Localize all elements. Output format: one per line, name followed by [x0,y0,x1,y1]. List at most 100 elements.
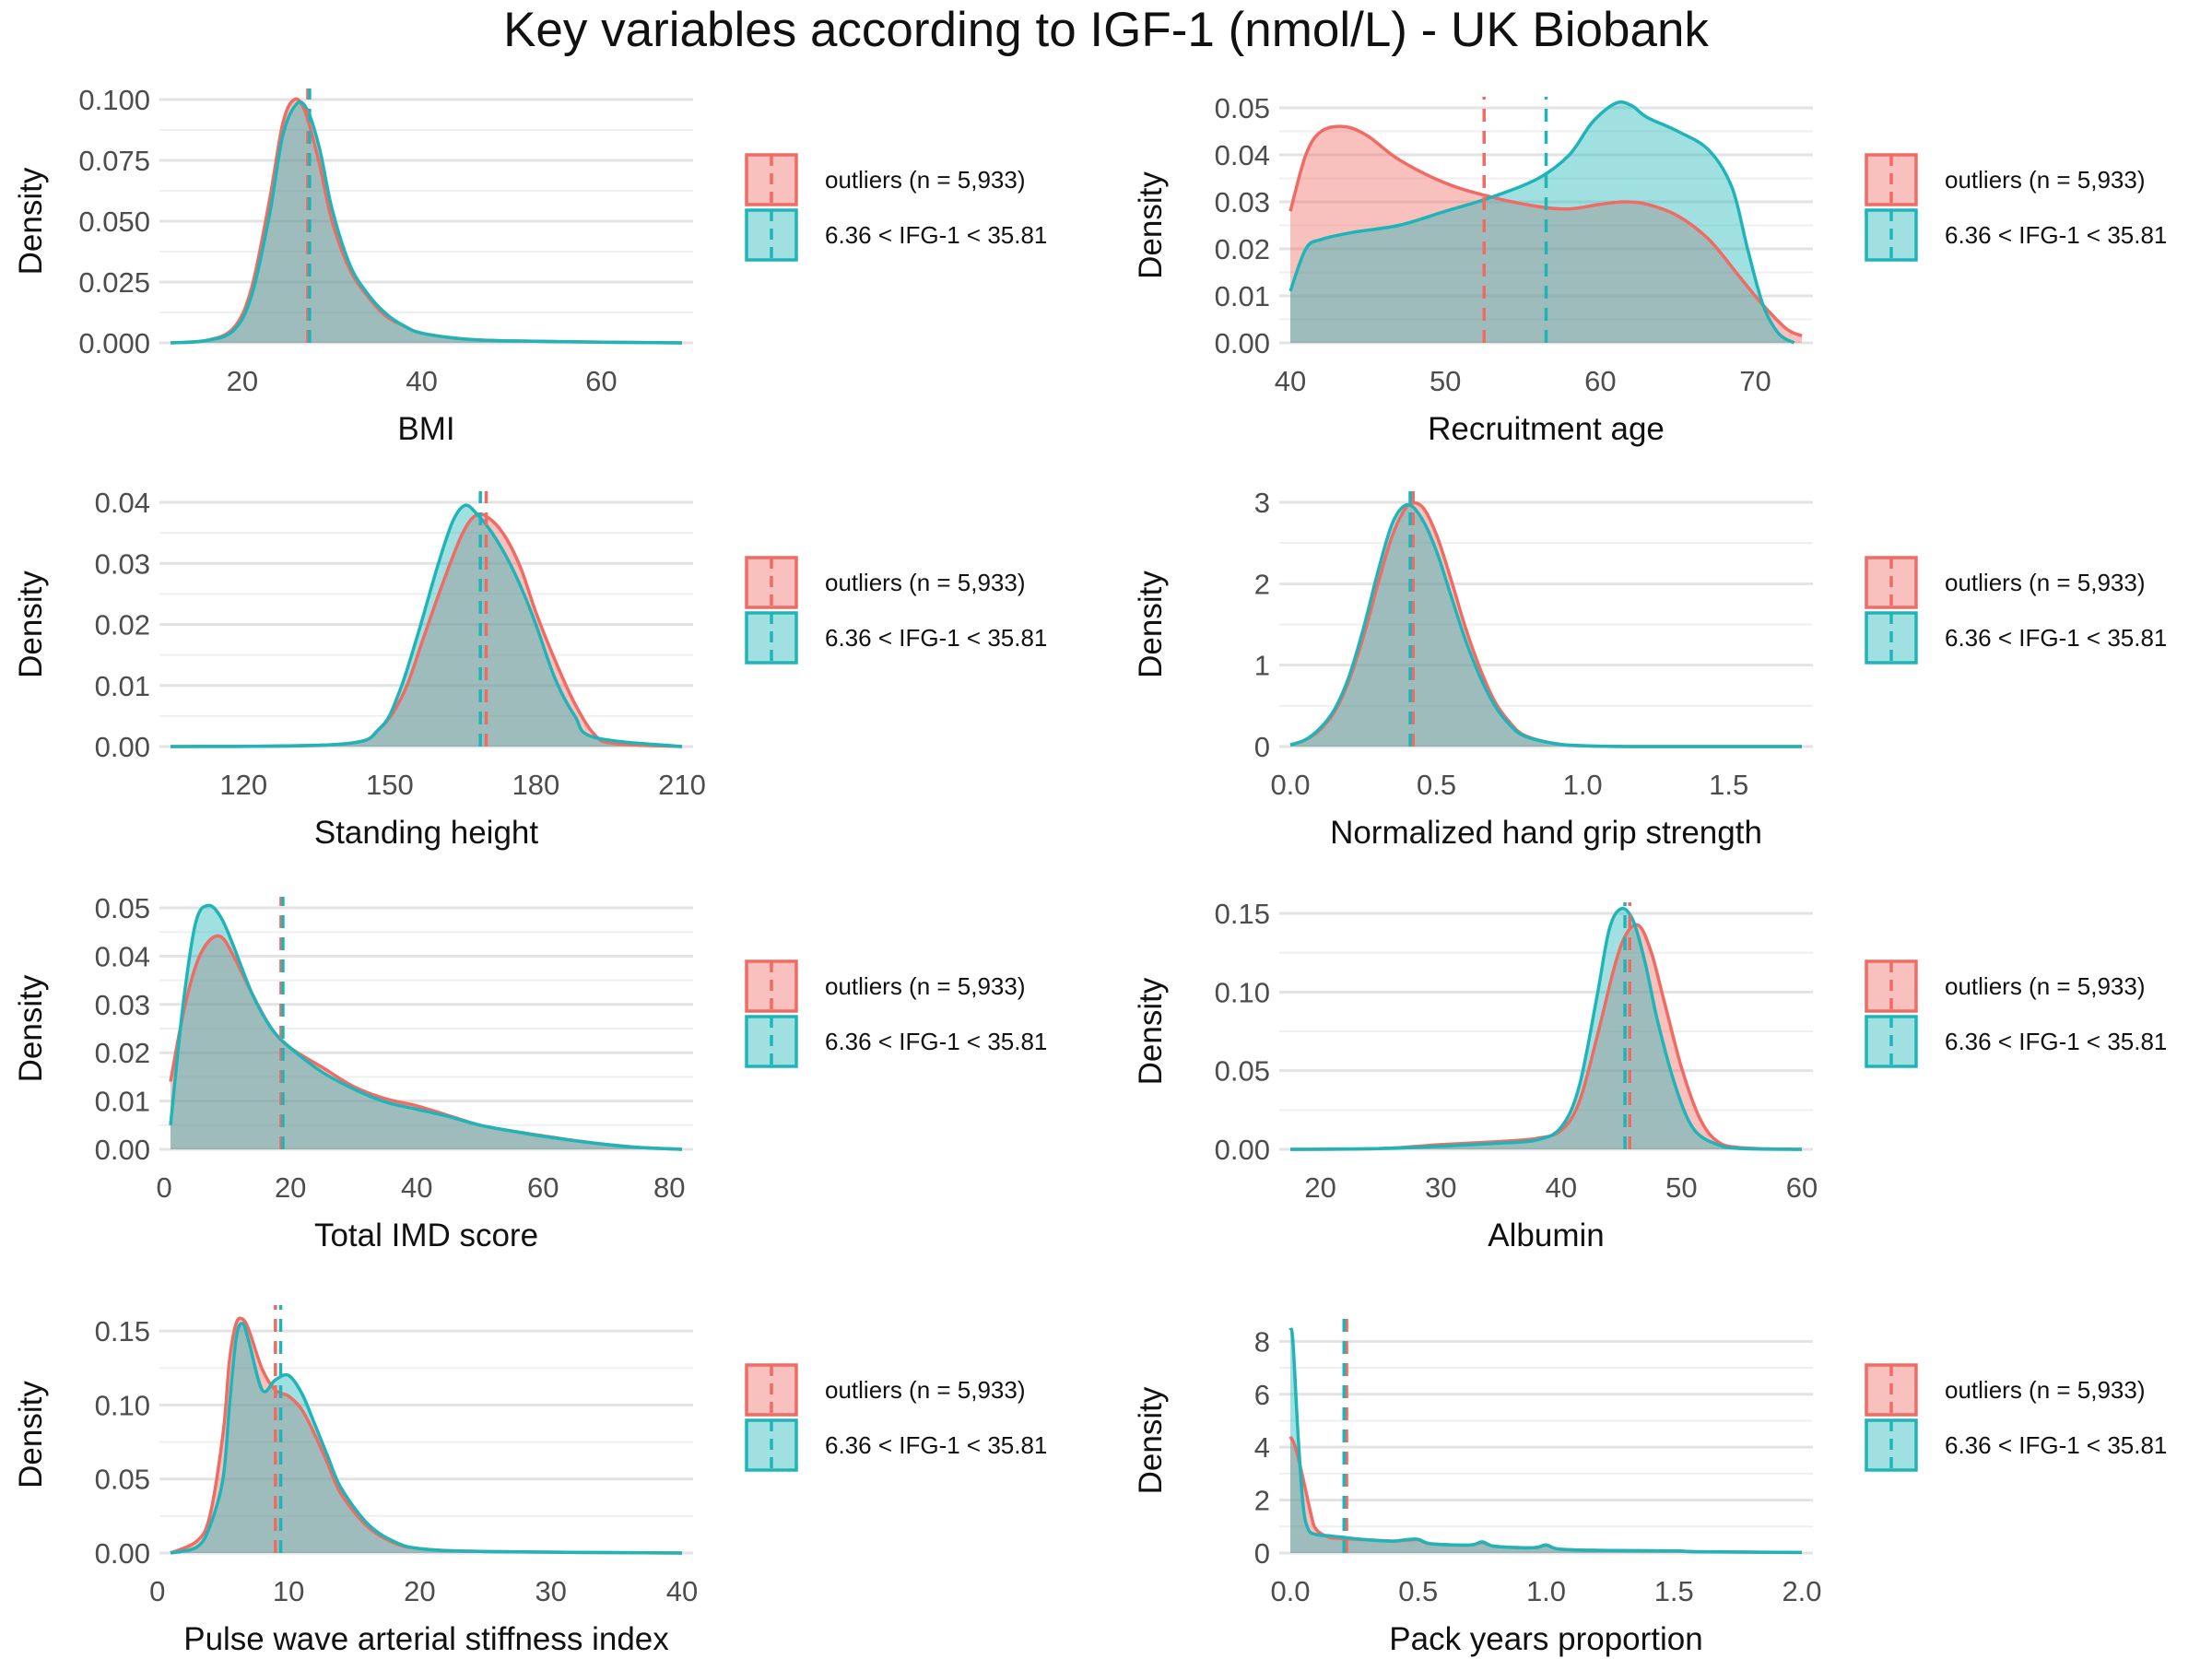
x-tick-label: 50 [1665,1171,1697,1204]
x-tick-label: 70 [1739,365,1771,397]
y-tick-label: 0.075 [78,145,150,177]
x-tick-label: 0.0 [1270,769,1310,801]
y-tick-label: 0.00 [95,1537,150,1570]
y-tick-label: 0.04 [95,940,150,972]
x-tick-label: 60 [1786,1171,1818,1204]
legend-label: outliers (n = 5,933) [825,569,1026,596]
y-tick-label: 0.01 [95,1086,150,1118]
density-area-outliers [1290,502,1802,747]
y-tick-label: 0.01 [1215,280,1270,312]
legend-label: outliers (n = 5,933) [825,1376,1026,1404]
density-area-outliers [171,1318,682,1553]
density-line-normal [1289,906,1803,1151]
y-tick-label: 2 [1254,568,1270,600]
legend: outliers (n = 5,933) 6.36 < IFG-1 < 35.81 [1865,153,2167,262]
y-tick-label: 0.01 [95,670,150,702]
x-tick-label: 40 [1275,365,1306,397]
density-area-normal [171,1323,682,1553]
legend-label: 6.36 < IFG-1 < 35.81 [825,1028,1047,1055]
panel-6: 0.00 0.05 0.10 0.15 0 10 20 30 40 Pulse wave arte… [13,1305,1047,1657]
x-tick-label: 0 [157,1171,172,1204]
y-axis-label: Density [13,1381,49,1488]
legend: outliers (n = 5,933) 6.36 < IFG-1 < 35.81 [745,959,1047,1068]
x-tick-label: 150 [366,769,414,801]
y-tick-label: 0.02 [95,609,150,641]
y-tick-label: 0.00 [1215,327,1270,359]
y-tick-label: 0.02 [95,1037,150,1069]
panel-4: 0.00 0.01 0.02 0.03 0.04 0.05 0 20 40 60 80 Total I… [13,892,1047,1253]
legend-label: outliers (n = 5,933) [1945,569,2146,596]
legend: outliers (n = 5,933) 6.36 < IFG-1 < 35.81 [1865,959,2167,1068]
y-tick-label: 0.05 [1215,1055,1270,1088]
legend: outliers (n = 5,933) 6.36 < IFG-1 < 35.81 [745,556,1047,665]
x-tick-label: 20 [404,1575,435,1607]
density-line-normal [170,100,683,345]
density-area-outliers [171,99,682,343]
y-tick-label: 0.025 [78,266,150,299]
y-tick-label: 3 [1254,487,1270,519]
density-line-normal [1288,1326,1803,1555]
x-tick-label: 120 [219,769,267,801]
x-tick-label: 20 [275,1171,306,1204]
y-tick-label: 0.00 [1215,1134,1270,1166]
x-axis-label: Total IMD score [314,1218,538,1253]
y-tick-label: 2 [1254,1485,1270,1517]
density-area-outliers [1290,1436,1802,1553]
x-tick-label: 60 [527,1171,559,1204]
y-tick-label: 0.05 [95,892,150,924]
x-tick-label: 0.5 [1398,1575,1438,1607]
figure-title: Key variables according to IGF-1 (nmol/L… [503,3,1709,57]
x-tick-label: 0 [149,1575,165,1607]
x-tick-label: 20 [227,365,258,397]
legend: outliers (n = 5,933) 6.36 < IFG-1 < 35.81 [1865,556,2167,665]
panel-3: 0 1 2 3 0.0 0.5 1.0 1.5 Normalized hand grip str… [1133,487,2167,851]
panel-0: 0.000 0.025 0.050 0.075 0.100 20 40 60 BMI Densit… [13,84,1047,447]
y-tick-label: 0.100 [78,84,150,116]
y-tick-label: 4 [1254,1431,1270,1464]
x-axis-label: Albumin [1488,1218,1604,1253]
y-tick-label: 0.04 [95,487,150,519]
legend: outliers (n = 5,933) 6.36 < IFG-1 < 35.81 [745,153,1047,262]
y-axis-label: Density [1133,1386,1169,1494]
density-area-normal [171,905,682,1149]
y-tick-label: 0 [1254,1537,1270,1570]
x-tick-label: 1.0 [1526,1575,1566,1607]
panel-1: 0.00 0.01 0.02 0.03 0.04 0.05 40 50 60 70 Recruitm… [1133,92,2167,447]
x-tick-label: 210 [658,769,706,801]
x-tick-label: 20 [1304,1171,1335,1204]
x-tick-label: 1.5 [1654,1575,1694,1607]
legend-label: outliers (n = 5,933) [1945,166,2146,194]
x-tick-label: 0.5 [1417,769,1456,801]
x-tick-label: 60 [585,365,617,397]
legend-label: outliers (n = 5,933) [825,166,1026,194]
x-axis-label: Pack years proportion [1389,1621,1702,1657]
density-area-outliers [1290,924,1802,1149]
y-tick-label: 6 [1254,1379,1270,1411]
x-tick-label: 40 [666,1575,698,1607]
legend-label: outliers (n = 5,933) [1945,972,2146,1000]
density-line-normal [169,903,683,1151]
y-tick-label: 1 [1254,650,1270,682]
legend-label: 6.36 < IFG-1 < 35.81 [825,221,1047,249]
y-tick-label: 0.03 [95,989,150,1021]
x-tick-label: 40 [1546,1171,1577,1204]
x-tick-label: 180 [512,769,560,801]
y-tick-label: 0.00 [95,731,150,763]
y-tick-label: 8 [1254,1325,1270,1358]
density-area-normal [1290,1328,1802,1553]
x-tick-label: 2.0 [1782,1575,1821,1607]
legend-label: 6.36 < IFG-1 < 35.81 [1945,221,2167,249]
density-area-normal [171,101,682,343]
y-tick-label: 0.03 [1215,186,1270,218]
panel-7: 0 2 4 6 8 0.0 0.5 1.0 1.5 2.0 Pack years proportio… [1133,1317,2167,1657]
y-axis-label: Density [13,167,49,275]
y-axis-label: Density [1133,977,1169,1085]
y-axis-label: Density [13,974,49,1082]
y-tick-label: 0.15 [95,1315,150,1347]
density-line-normal [1288,100,1795,345]
x-tick-label: 1.5 [1709,769,1748,801]
y-tick-label: 0.050 [78,206,150,238]
x-tick-label: 30 [535,1575,566,1607]
density-area-normal [1290,504,1802,747]
legend-label: outliers (n = 5,933) [1945,1376,2146,1404]
